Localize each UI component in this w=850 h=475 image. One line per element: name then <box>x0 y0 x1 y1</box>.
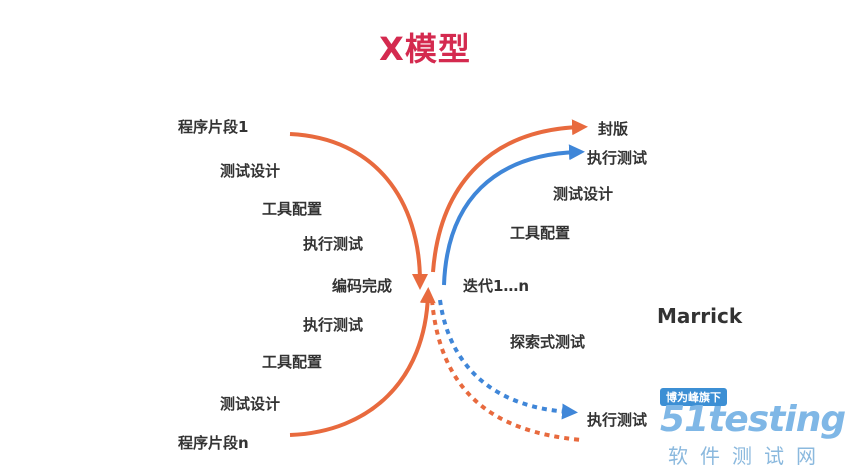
left-upper-arc <box>289 132 428 290</box>
label-execute-test-lower-left: 执行测试 <box>303 316 364 334</box>
label-program-fragment-1: 程序片段1 <box>178 118 249 136</box>
left-lower-arc <box>289 287 436 437</box>
right-lower-blue-dotted-arc <box>438 299 578 420</box>
watermark-badge: 博为峰旗下 <box>660 388 727 406</box>
label-tool-config-upper-left: 工具配置 <box>262 200 323 218</box>
label-coding-complete: 编码完成 <box>332 277 393 295</box>
label-iteration: 迭代1…n <box>463 277 530 295</box>
diagram-title: X模型 <box>379 30 471 68</box>
right-upper-blue-arc <box>442 144 585 286</box>
right-upper-orange-arc <box>431 119 588 273</box>
label-test-design-upper-left: 测试设计 <box>220 162 281 180</box>
right-lower-orange-dotted-arc <box>430 299 583 442</box>
label-execute-test-upper-right: 执行测试 <box>587 149 648 167</box>
label-program-fragment-n: 程序片段n <box>178 434 249 452</box>
label-tool-config-right: 工具配置 <box>510 224 571 242</box>
label-execute-test-upper-left: 执行测试 <box>303 235 364 253</box>
author-label: Marrick <box>657 304 743 328</box>
watermark-subtitle: 软件测试网 <box>668 444 828 468</box>
label-exploratory-testing: 探索式测试 <box>510 333 586 351</box>
label-release-freeze: 封版 <box>598 120 629 138</box>
label-execute-test-lower-right: 执行测试 <box>587 411 648 429</box>
watermark-logo: 51testing <box>660 399 846 440</box>
label-test-design-right: 测试设计 <box>553 185 614 203</box>
label-tool-config-lower-left: 工具配置 <box>262 353 323 371</box>
label-test-design-lower-left: 测试设计 <box>220 395 281 413</box>
